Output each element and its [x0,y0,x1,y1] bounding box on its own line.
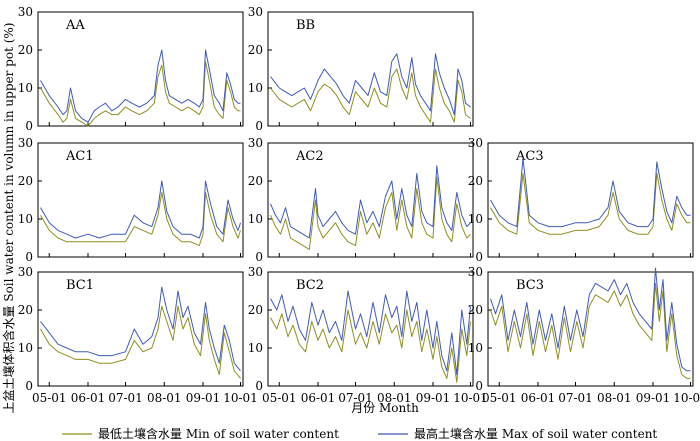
y-tick-label: 10 [468,341,483,355]
panel-label: BB [296,18,315,33]
y-tick-label: 0 [475,379,483,393]
y-tick-label: 0 [255,250,263,264]
y-tick-label: 30 [18,5,33,19]
legend-min-label: 最低土壤含水量 Min of soil water content [98,426,339,441]
panel-frame [267,142,474,258]
series-line-min [40,305,241,379]
x-tick-label: 10-01 [223,391,258,405]
panel-frame [487,271,694,387]
x-tick-label: 05-01 [482,391,517,405]
y-axis-title: 上盆土壤体积含水量 Soil water content in volumn i… [1,23,16,414]
y-tick-label: 10 [248,341,263,355]
series-line-max [40,180,241,239]
y-tick-label: 30 [468,136,483,150]
series-line-max [40,286,241,372]
series-line-max [40,49,241,123]
y-tick-label: 0 [25,119,33,133]
x-tick-label: 06-01 [301,391,336,405]
series-line-max [490,157,691,228]
y-tick-label: 20 [248,174,263,188]
x-tick-label: 08-01 [147,391,182,405]
panel-ac3: AC3 0 10 20 30 [468,136,694,264]
panel-label: AC3 [515,149,544,164]
series-line-min [40,60,241,127]
x-tick-label: 05-01 [262,391,297,405]
panel-ac1: AC1 0 10 20 30 [18,136,244,264]
panel-label: AC1 [65,149,94,164]
series-line-min [270,176,471,250]
y-tick-label: 0 [255,119,263,133]
y-tick-label: 20 [468,174,483,188]
series-line-max [270,290,471,376]
y-tick-label: 30 [18,265,33,279]
series-line-min [270,68,471,123]
panels: AA0102030BB0102030AC10102030AC20102030AC… [18,5,700,405]
panel-ac2: AC2 0 10 20 30 [248,136,474,264]
panel-frame [267,271,474,387]
y-tick-label: 20 [248,43,263,57]
x-tick-label: 09-01 [186,391,221,405]
y-tick-label: 20 [18,43,33,57]
x-tick-label: 06-01 [521,391,556,405]
panel-label: AC2 [295,149,324,164]
y-tick-label: 30 [248,5,263,19]
x-tick-label: 08-01 [377,391,412,405]
series-line-min [490,282,691,379]
y-tick-label: 10 [18,212,33,226]
series-line-max [270,53,471,116]
y-tick-label: 10 [18,341,33,355]
x-tick-label: 07-01 [558,391,593,405]
y-tick-label: 10 [18,81,33,95]
series-line-min [270,309,471,383]
x-tick-label: 05-01 [32,391,67,405]
panel-bb: BB 0 10 20 30 [248,5,474,133]
y-tick-label: 10 [248,81,263,95]
x-tick-label: 07-01 [338,391,373,405]
y-tick-label: 30 [248,265,263,279]
x-tick-label: 08-01 [597,391,632,405]
x-axis-title: 月份 Month [351,401,419,415]
panel-label: BC3 [516,278,544,293]
panel-bc2: BC2 0 10 20 30 05-01 06-01 07-01 08-01 09-01 10-01 [248,265,488,405]
legend: 最低土壤含水量 Min of soil water content 最高土壤含水… [62,426,657,441]
y-tick-label: 20 [468,303,483,317]
x-tick-label: 09-01 [416,391,451,405]
panel-frame [487,142,694,258]
y-tick-label: 20 [18,174,33,188]
y-tick-label: 0 [255,379,263,393]
y-tick-label: 10 [468,212,483,226]
y-tick-label: 20 [248,303,263,317]
panel-label: BC1 [66,278,94,293]
x-tick-label: 09-01 [636,391,671,405]
series-line-min [490,172,691,235]
series-line-max [270,165,471,239]
y-tick-label: 30 [248,136,263,150]
y-tick-label: 0 [25,250,33,264]
y-tick-label: 30 [18,136,33,150]
series-line-min [40,191,241,247]
y-tick-label: 0 [25,379,33,393]
panel-frame [37,11,244,127]
y-tick-label: 30 [468,265,483,279]
panel-label: BC2 [296,278,324,293]
x-tick-label: 10-01 [673,391,700,405]
y-tick-label: 20 [18,303,33,317]
series-line-max [490,267,691,372]
panel-label: AA [65,18,85,33]
legend-max-label: 最高土壤含水量 Max of soil water content [414,426,657,441]
panel-aa: AA 0 10 20 30 [18,5,244,133]
panel-bc1: BC1 0 10 20 30 05-01 06-01 07-01 08-01 09-01 10-01 [18,265,258,405]
x-tick-label: 06-01 [71,391,106,405]
x-tick-label: 10-01 [453,391,488,405]
panel-frame [37,142,244,258]
panel-frame [37,271,244,387]
y-tick-label: 0 [475,250,483,264]
panel-frame [267,11,474,127]
y-tick-label: 10 [248,212,263,226]
x-tick-label: 07-01 [108,391,143,405]
